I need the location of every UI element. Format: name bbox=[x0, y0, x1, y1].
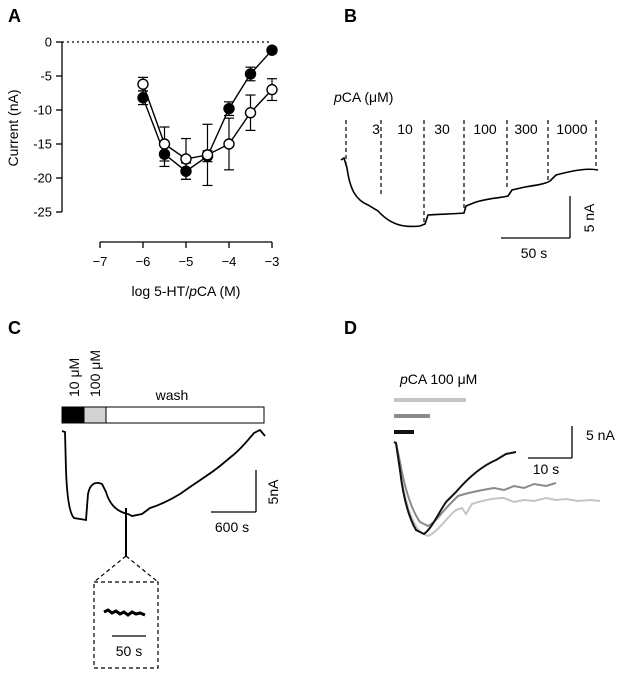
a-x-axis-label: log 5-HT/pCA (M) bbox=[132, 283, 241, 299]
panel-c-letter: C bbox=[8, 318, 21, 338]
c-bar-10um bbox=[61, 406, 85, 424]
a-x-tick-label: −6 bbox=[136, 254, 151, 269]
c-bar-wash bbox=[105, 406, 265, 424]
a-point-filled bbox=[137, 92, 149, 104]
c-bar-100um bbox=[83, 406, 107, 424]
a-point-open bbox=[180, 153, 192, 165]
a-x-tick-label: −5 bbox=[179, 254, 194, 269]
c-inset-connector-right bbox=[125, 555, 159, 583]
b-conc-10: 10 bbox=[397, 121, 413, 137]
panel-d-traces: pCA 100 μM 5 nA 10 s bbox=[393, 371, 615, 538]
a-y-tick-label: -20 bbox=[33, 171, 52, 186]
c-scalebar-y-label: 5nA bbox=[265, 479, 281, 505]
b-scalebar-y-label: 5 nA bbox=[581, 203, 597, 232]
a-point-filled bbox=[158, 148, 171, 160]
d-scalebar-x-label: 10 s bbox=[533, 461, 559, 477]
c-inset-box bbox=[93, 581, 159, 669]
c-wash-label: wash bbox=[155, 387, 189, 403]
b-application-markers bbox=[345, 120, 597, 222]
b-conc-1000: 1000 bbox=[556, 121, 587, 137]
c-scalebar-x-label: 600 s bbox=[215, 519, 249, 535]
c-label-100um: 100 μM bbox=[87, 350, 103, 397]
a-point-open bbox=[137, 78, 149, 90]
panel-a-letter: A bbox=[8, 6, 21, 26]
a-y-tick-label: -15 bbox=[33, 137, 52, 152]
a-x-tick-label: −4 bbox=[222, 254, 237, 269]
a-point-open bbox=[223, 138, 235, 150]
d-trace-dark-gray bbox=[393, 441, 557, 528]
panel-c-trace: 10 μM 100 μM wash 5nA 600 s 50 s bbox=[61, 350, 281, 669]
a-point-open bbox=[158, 138, 171, 150]
panel-a-chart: 0-5-10-15-20-25 −7 −6 −5 −4 −3 Current (nA) … bbox=[5, 35, 279, 300]
a-point-filled bbox=[180, 165, 192, 177]
d-trace-light-gray bbox=[393, 441, 601, 538]
a-point-open bbox=[244, 107, 257, 119]
panel-d-letter: D bbox=[344, 318, 357, 338]
b-pca-header: pCA (μM) bbox=[333, 89, 393, 105]
a-point-open bbox=[201, 149, 214, 161]
d-scalebar-y-label: 5 nA bbox=[586, 427, 615, 443]
c-inset-trace bbox=[103, 608, 146, 617]
b-conc-30: 30 bbox=[434, 121, 450, 137]
a-point-open bbox=[266, 83, 278, 96]
a-y-tick-label: -10 bbox=[33, 103, 52, 118]
c-inset-scalebar-label: 50 s bbox=[116, 643, 142, 659]
a-x-tick-label: −3 bbox=[265, 254, 280, 269]
d-pca-header: pCA 100 μM bbox=[399, 371, 477, 387]
a-point-filled bbox=[266, 44, 278, 56]
a-x-tick-label: −7 bbox=[93, 254, 108, 269]
c-label-10um: 10 μM bbox=[66, 358, 82, 397]
b-conc-100: 100 bbox=[473, 121, 497, 137]
b-scalebar-x-label: 50 s bbox=[521, 245, 547, 261]
a-y-tick-label: 0 bbox=[45, 35, 52, 50]
panel-b-trace: pCA (μM) 3 10 30 100 300 1000 5 nA 50 s bbox=[333, 89, 599, 261]
c-inset-connector-left bbox=[93, 555, 127, 583]
panel-b-letter: B bbox=[344, 6, 357, 26]
b-conc-300: 300 bbox=[514, 121, 538, 137]
d-trace-black bbox=[393, 441, 517, 536]
a-y-tick-label: -5 bbox=[40, 69, 52, 84]
a-y-tick-label: -25 bbox=[33, 205, 52, 220]
c-current-trace bbox=[61, 428, 266, 522]
a-point-filled bbox=[223, 102, 235, 115]
b-conc-3: 3 bbox=[372, 121, 380, 137]
a-point-filled bbox=[244, 68, 257, 80]
a-y-axis-label: Current (nA) bbox=[5, 89, 21, 166]
b-current-trace bbox=[340, 156, 599, 228]
